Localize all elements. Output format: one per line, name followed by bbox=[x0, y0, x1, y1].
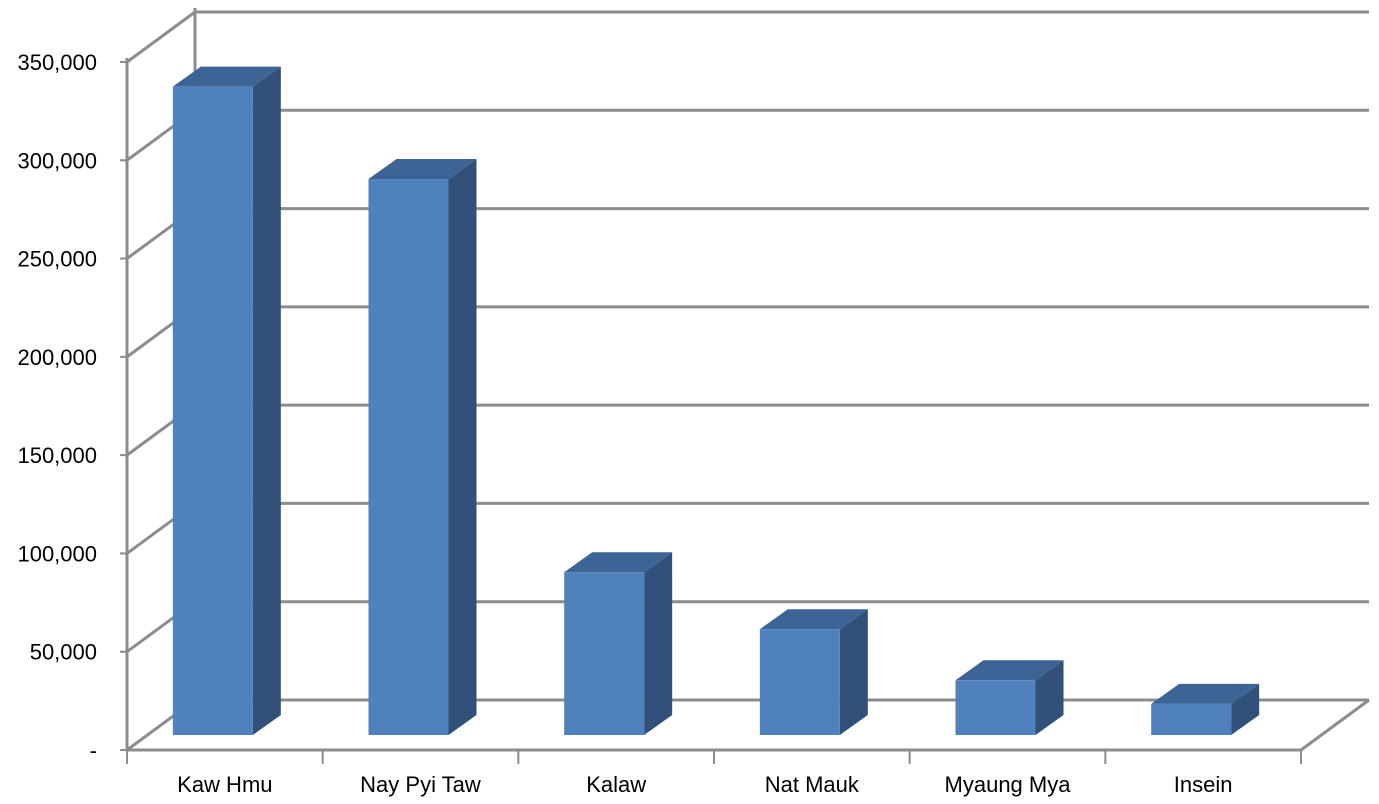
y-tick-label: 100,000 bbox=[17, 541, 97, 566]
y-tick-label: 50,000 bbox=[30, 640, 97, 665]
floor-right-edge bbox=[1300, 698, 1370, 752]
bar-top-face bbox=[172, 66, 281, 87]
bar-side-face bbox=[1231, 683, 1260, 735]
bar-front-face bbox=[564, 572, 645, 735]
y-tick-label: 250,000 bbox=[17, 247, 97, 272]
bar bbox=[564, 552, 673, 735]
bar-side-face bbox=[839, 609, 868, 735]
x-category-label: Nay Pyi Taw bbox=[360, 772, 481, 797]
bar-side-face bbox=[252, 66, 281, 735]
bar-front-face bbox=[1151, 703, 1232, 735]
bar-side-face bbox=[644, 552, 673, 735]
bar-top-face bbox=[955, 660, 1064, 681]
grid-layer bbox=[120, 8, 1370, 764]
y-tick-label: 200,000 bbox=[17, 345, 97, 370]
bar-side-face bbox=[448, 159, 477, 735]
bar bbox=[368, 159, 477, 735]
bar-top-face bbox=[564, 552, 673, 573]
bar-front-face bbox=[955, 680, 1036, 735]
bar bbox=[172, 66, 281, 735]
bar bbox=[759, 609, 868, 735]
x-category-label: Myaung Mya bbox=[945, 772, 1072, 797]
x-category-label: Nat Mauk bbox=[765, 772, 860, 797]
bar-front-face bbox=[759, 629, 840, 735]
bar bbox=[1151, 683, 1260, 735]
x-category-label: Kalaw bbox=[586, 772, 646, 797]
bar-front-face bbox=[368, 179, 449, 735]
gridline-wall-diagonal bbox=[126, 10, 196, 64]
bar bbox=[955, 660, 1064, 735]
bar-side-face bbox=[1035, 660, 1064, 735]
y-tick-label: 150,000 bbox=[17, 443, 97, 468]
x-category-label: Kaw Hmu bbox=[177, 772, 272, 797]
bar-top-face bbox=[368, 159, 477, 180]
bar-top-face bbox=[759, 609, 868, 630]
bar-layer bbox=[172, 66, 1260, 735]
y-tick-label: 300,000 bbox=[17, 148, 97, 173]
bar-top-face bbox=[1151, 683, 1260, 704]
x-category-label: Insein bbox=[1174, 772, 1233, 797]
label-layer: - 50,000 100,000 150,000 200,000 250,000 300,0… bbox=[17, 50, 1232, 797]
y-tick-label: - bbox=[90, 738, 97, 763]
bar-front-face bbox=[172, 86, 253, 735]
y-tick-label: 350,000 bbox=[17, 50, 97, 75]
